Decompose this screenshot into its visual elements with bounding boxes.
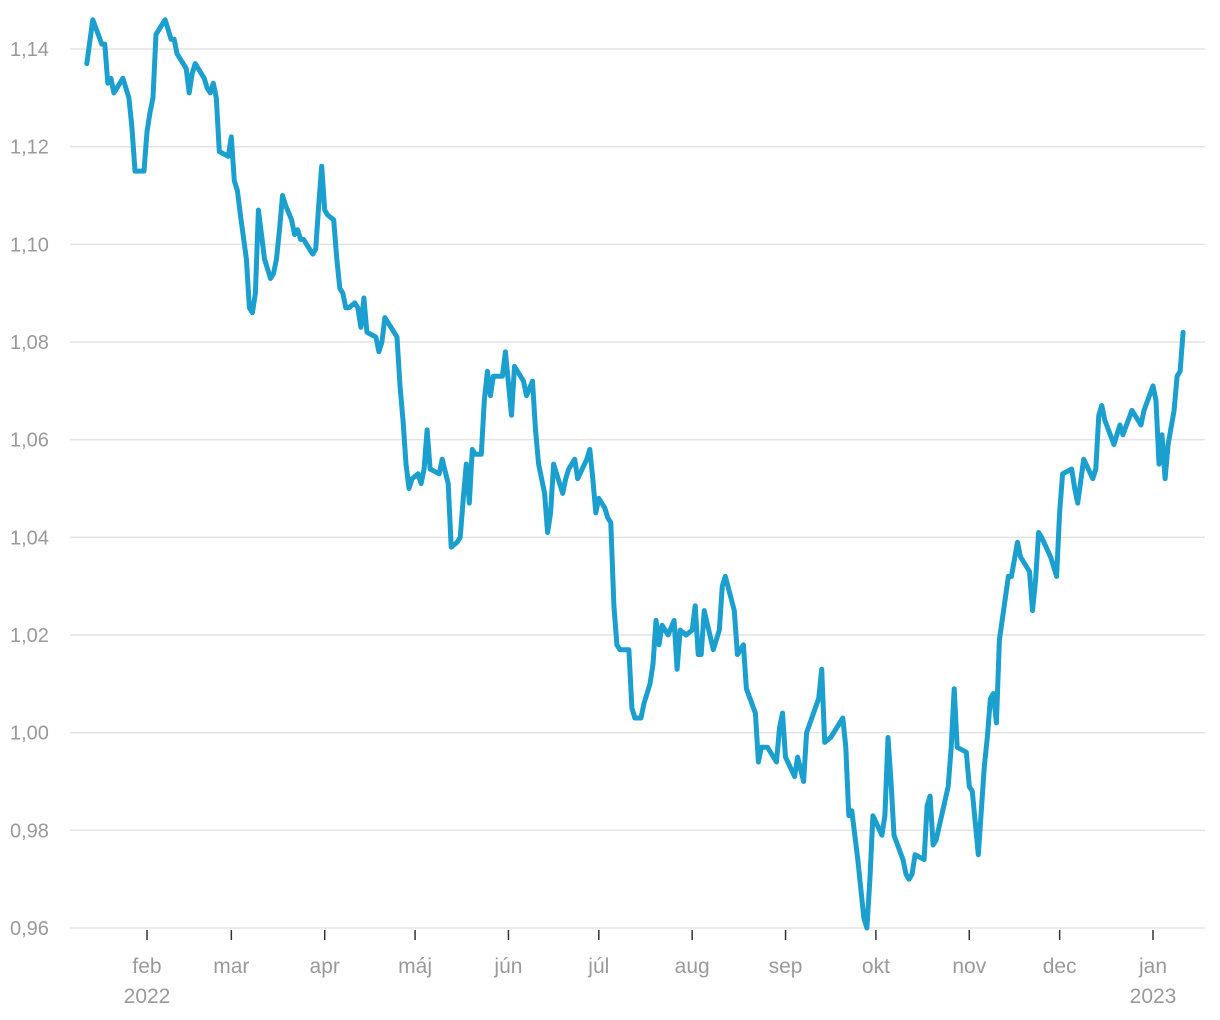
x-tick-label: mar (213, 955, 249, 978)
x-tick-label: nov (952, 955, 986, 978)
gridlines (70, 48, 1205, 929)
y-tick-label: 1,08 (10, 332, 49, 354)
y-tick-label: 1,02 (10, 625, 49, 647)
y-tick-label: 1,12 (10, 137, 49, 159)
x-tick-label: aug (675, 955, 710, 978)
y-tick-label: 1,14 (10, 39, 49, 61)
x-tick-label: dec (1043, 955, 1077, 978)
y-axis: 0,96 0,98 1,00 1,02 1,04 1,06 1,08 1,10 1,12 1,14 (10, 39, 49, 940)
y-tick-label: 0,96 (10, 918, 49, 940)
x-tick-year: 2022 (124, 985, 171, 1008)
y-tick-label: 1,00 (10, 723, 49, 745)
y-tick-label: 1,10 (10, 234, 49, 256)
x-tick-year: 2023 (1130, 985, 1177, 1008)
x-tick-label: jan (1138, 955, 1167, 978)
x-tick-label: apr (310, 955, 340, 978)
x-axis: feb 2022 mar apr máj jún júl aug sep okt nov dec jan… (124, 930, 1177, 1008)
x-tick-label: jún (493, 955, 522, 978)
x-tick-label: feb (132, 955, 161, 978)
x-tick-label: okt (862, 955, 890, 978)
x-tick-label: sep (769, 955, 803, 978)
y-tick-label: 1,04 (10, 527, 49, 549)
y-tick-label: 1,06 (10, 430, 49, 452)
x-tick-label: máj (398, 955, 432, 978)
x-tick-label: júl (587, 955, 609, 978)
y-tick-label: 0,98 (10, 820, 49, 842)
series-line (84, 17, 1186, 931)
